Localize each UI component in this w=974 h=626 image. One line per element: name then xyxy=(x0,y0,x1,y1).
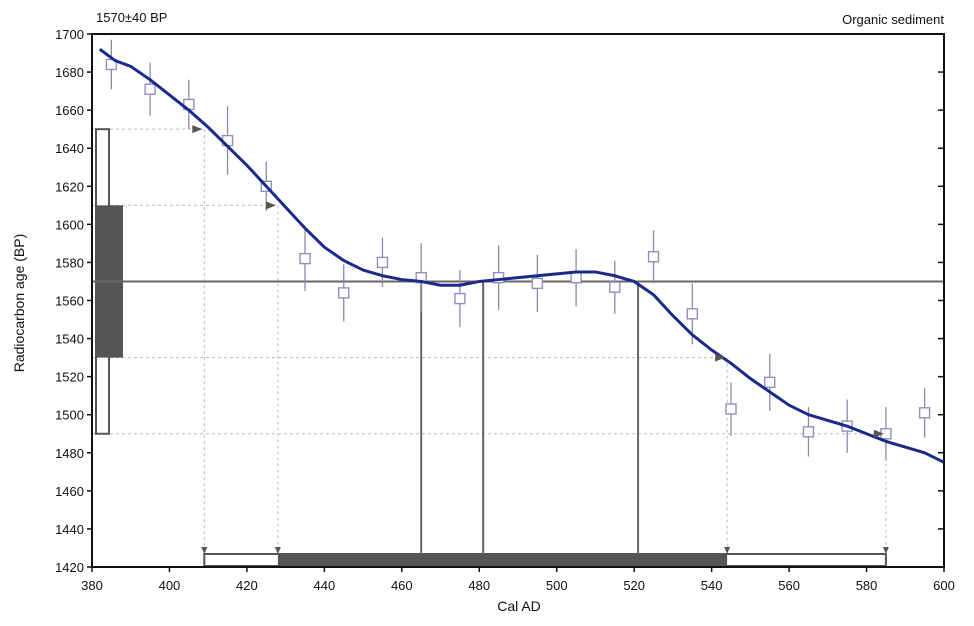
curve-marker-2 xyxy=(715,353,726,362)
data-point-17 xyxy=(764,376,776,389)
header-right-label: Organic sediment xyxy=(842,12,944,27)
y-tick-label-9: 1600 xyxy=(55,217,84,232)
guide-arrow-2 xyxy=(724,547,731,554)
y-tick-label-6: 1540 xyxy=(55,332,84,347)
data-point-7 xyxy=(376,256,389,269)
data-point-18 xyxy=(802,426,815,438)
curve-marker-0 xyxy=(192,125,203,134)
x-tick-label-7: 520 xyxy=(623,578,645,593)
y-tick-label-12: 1660 xyxy=(55,103,84,118)
y-tick-label-7: 1560 xyxy=(55,294,84,309)
guide-arrow-1 xyxy=(274,547,281,554)
x-tick-label-2: 420 xyxy=(236,578,258,593)
data-point-11 xyxy=(531,277,544,290)
intercept-lines xyxy=(420,281,640,554)
y-tick-label-3: 1480 xyxy=(55,446,84,461)
data-point-13 xyxy=(609,281,621,293)
data-point-9 xyxy=(454,292,466,305)
axes xyxy=(91,33,945,568)
data-point-1 xyxy=(144,83,156,95)
calibration-curve-line xyxy=(98,48,945,464)
x-tick-label-1: 400 xyxy=(159,578,181,593)
curve-markers xyxy=(192,125,884,438)
calibrated-range-bars xyxy=(203,553,887,567)
y-tick-label-11: 1640 xyxy=(55,141,84,156)
guide-arrow-0 xyxy=(201,547,208,554)
y-tick-label-8: 1580 xyxy=(55,255,84,270)
y-tick-label-5: 1520 xyxy=(55,370,84,385)
plot-frame xyxy=(91,33,945,568)
calibration-curve xyxy=(98,48,945,464)
data-point-21 xyxy=(918,407,931,419)
data-point-15 xyxy=(686,308,698,320)
data-point-6 xyxy=(338,287,350,299)
data-point-16 xyxy=(725,403,737,415)
header-left-label: 1570±40 BP xyxy=(96,10,167,25)
measured-points xyxy=(105,39,931,461)
x-tick-label-0: 380 xyxy=(81,578,103,593)
y-tick-label-14: 1700 xyxy=(55,27,84,42)
y-axis-label: Radiocarbon age (BP) xyxy=(11,234,27,373)
curve-marker-3 xyxy=(873,429,884,438)
y-tick-label-4: 1500 xyxy=(55,408,84,423)
data-point-12 xyxy=(570,271,582,284)
x-tick-label-6: 500 xyxy=(546,578,568,593)
cal-sigma1-bar xyxy=(277,554,728,566)
x-axis-label: Cal AD xyxy=(497,598,541,614)
y-tick-label-2: 1460 xyxy=(55,484,84,499)
curve-marker-1 xyxy=(265,201,276,210)
x-ticks: 380 400 420 440 460 480 500 520 540 560 580 600 xyxy=(81,567,955,593)
y-ticks: 1420 1440 1460 1480 1500 1520 1540 1560 1580 1600… xyxy=(55,27,944,575)
y-tick-label-0: 1420 xyxy=(55,560,84,575)
x-tick-label-9: 560 xyxy=(778,578,800,593)
x-tick-label-11: 600 xyxy=(933,578,955,593)
x-tick-label-5: 480 xyxy=(468,578,490,593)
data-point-5 xyxy=(299,252,311,265)
y-tick-label-1: 1440 xyxy=(55,522,84,537)
x-tick-label-8: 540 xyxy=(701,578,723,593)
y-tick-label-10: 1620 xyxy=(55,179,84,194)
guide-arrow-3 xyxy=(882,547,889,554)
x-tick-label-10: 580 xyxy=(856,578,878,593)
x-tick-label-3: 440 xyxy=(314,578,336,593)
y-tick-label-13: 1680 xyxy=(55,65,84,80)
x-tick-label-4: 460 xyxy=(391,578,413,593)
data-point-14 xyxy=(647,251,660,263)
guide-lines xyxy=(92,128,889,555)
